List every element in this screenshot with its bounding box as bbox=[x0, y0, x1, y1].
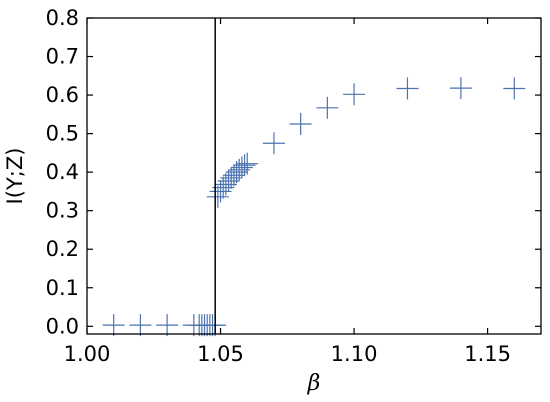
y-tick-label: 0.5 bbox=[46, 122, 79, 146]
points-layer bbox=[102, 77, 526, 337]
y-tick-label: 0.0 bbox=[46, 314, 79, 338]
data-point bbox=[343, 83, 366, 106]
x-tick-label: 1.05 bbox=[197, 342, 244, 366]
data-point bbox=[206, 185, 229, 208]
y-tick-label: 0.8 bbox=[46, 6, 79, 30]
x-axis-label: β bbox=[307, 371, 321, 396]
y-tick-label: 0.6 bbox=[46, 83, 79, 107]
y-tick-label: 0.1 bbox=[46, 276, 79, 300]
x-tick-label: 1.15 bbox=[464, 342, 511, 366]
data-point bbox=[217, 170, 240, 193]
data-point bbox=[503, 77, 526, 100]
data-point bbox=[396, 77, 419, 100]
x-tick-label: 1.10 bbox=[331, 342, 378, 366]
y-tick-label: 0.4 bbox=[46, 160, 79, 184]
data-point bbox=[233, 154, 256, 177]
x-tick-label: 1.00 bbox=[64, 342, 111, 366]
y-axis-label: I(Y;Z) bbox=[3, 148, 27, 205]
data-point bbox=[449, 77, 472, 100]
data-point bbox=[316, 96, 339, 119]
plot-frame bbox=[86, 17, 542, 335]
data-point bbox=[156, 314, 179, 337]
data-point bbox=[236, 152, 259, 175]
data-point bbox=[129, 314, 152, 337]
data-point bbox=[214, 173, 237, 196]
ticks-layer: 0.0 0.1 0.2 0.3 0.4 0.5 0.6 0.7 0.8 1.00 1.05 1.10 1… bbox=[46, 6, 541, 366]
y-tick-label: 0.3 bbox=[46, 199, 79, 223]
data-point bbox=[220, 166, 243, 189]
y-tick-label: 0.7 bbox=[46, 45, 79, 69]
y-tick-label: 0.2 bbox=[46, 237, 79, 261]
data-point bbox=[102, 314, 125, 337]
data-point bbox=[230, 156, 253, 179]
data-point bbox=[289, 112, 312, 135]
data-point bbox=[262, 132, 285, 155]
data-point bbox=[228, 158, 251, 181]
